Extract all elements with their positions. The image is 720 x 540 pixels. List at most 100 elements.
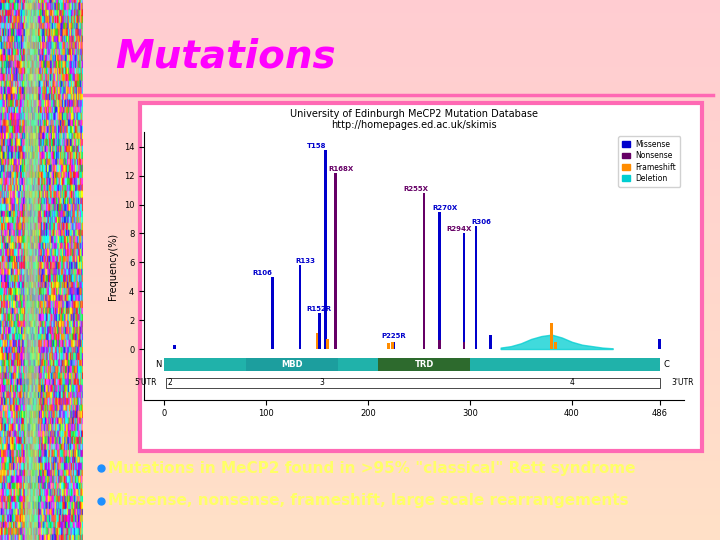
Bar [55,22,57,28]
Bar [53,391,54,397]
Bar [83,326,84,333]
Bar [31,410,32,417]
Bar [68,106,70,112]
Bar [48,248,49,255]
Bar [15,287,16,294]
Bar [9,229,10,235]
Bar [28,274,29,281]
Bar [15,48,16,54]
Bar [22,346,23,352]
Bar [73,41,75,48]
Bar [42,495,44,501]
Bar [41,145,42,151]
Bar [70,54,71,60]
Bar [1,2,2,9]
Bar [65,9,66,15]
Bar [71,222,73,229]
Bar [28,261,29,268]
Bar [47,417,48,423]
Bar [5,514,6,521]
Bar [55,495,57,501]
Bar [1,9,2,15]
Bar [33,287,34,294]
Bar [5,313,6,320]
Bar [31,423,32,430]
Bar [30,93,31,99]
Bar [42,80,44,86]
Bar [52,436,53,443]
Bar [16,404,17,410]
Bar [50,222,52,229]
Bar [18,248,19,255]
Bar [52,449,53,456]
Bar [29,93,30,99]
Bar [16,22,17,28]
Bar [40,235,41,242]
Bar [78,365,79,372]
Bar [47,307,48,313]
Bar [83,235,84,242]
Bar [15,352,16,359]
Bar [54,307,55,313]
Bar [81,158,83,164]
Bar [53,0,54,2]
Bar [66,333,68,339]
Bar [0,216,720,221]
Bar [31,449,32,456]
Bar [29,106,30,112]
Bar [8,521,9,527]
Bar [44,28,45,35]
Bar [34,462,35,469]
Bar [39,488,40,495]
Bar [47,177,48,184]
Bar [31,28,32,35]
Bar [81,197,83,203]
Bar [22,281,23,287]
Bar [36,106,37,112]
Bar [27,534,28,540]
Bar [20,287,21,294]
Bar [52,346,53,352]
Bar [55,294,57,300]
Bar [36,372,37,378]
Bar [78,307,79,313]
Bar [50,281,52,287]
Bar [33,417,34,423]
Bar [50,268,52,274]
Bar [19,0,20,2]
Bar [40,469,41,475]
Bar [14,514,15,521]
Bar [8,482,9,488]
Bar [7,93,8,99]
Bar [71,397,73,404]
Bar [78,132,79,138]
Bar [11,158,12,164]
Bar [31,333,32,339]
Bar [6,469,7,475]
Bar [73,372,75,378]
Bar [5,359,6,365]
Bar [44,488,45,495]
Bar [26,60,27,67]
Bar [3,501,4,508]
Bar [24,326,26,333]
Bar [28,326,29,333]
Bar [0,232,720,238]
Bar [71,86,73,93]
Bar [78,112,79,119]
Bar [45,326,47,333]
Bar [30,430,31,436]
Bar [83,313,84,320]
Bar [47,475,48,482]
Bar [81,203,83,210]
Bar [19,229,20,235]
Bar [54,216,55,222]
Bar [0,313,1,320]
Bar [37,15,39,22]
Bar [8,397,9,404]
Bar [0,488,1,495]
Bar [22,423,23,430]
Bar [32,326,33,333]
Bar [24,462,26,469]
Bar [52,2,53,9]
